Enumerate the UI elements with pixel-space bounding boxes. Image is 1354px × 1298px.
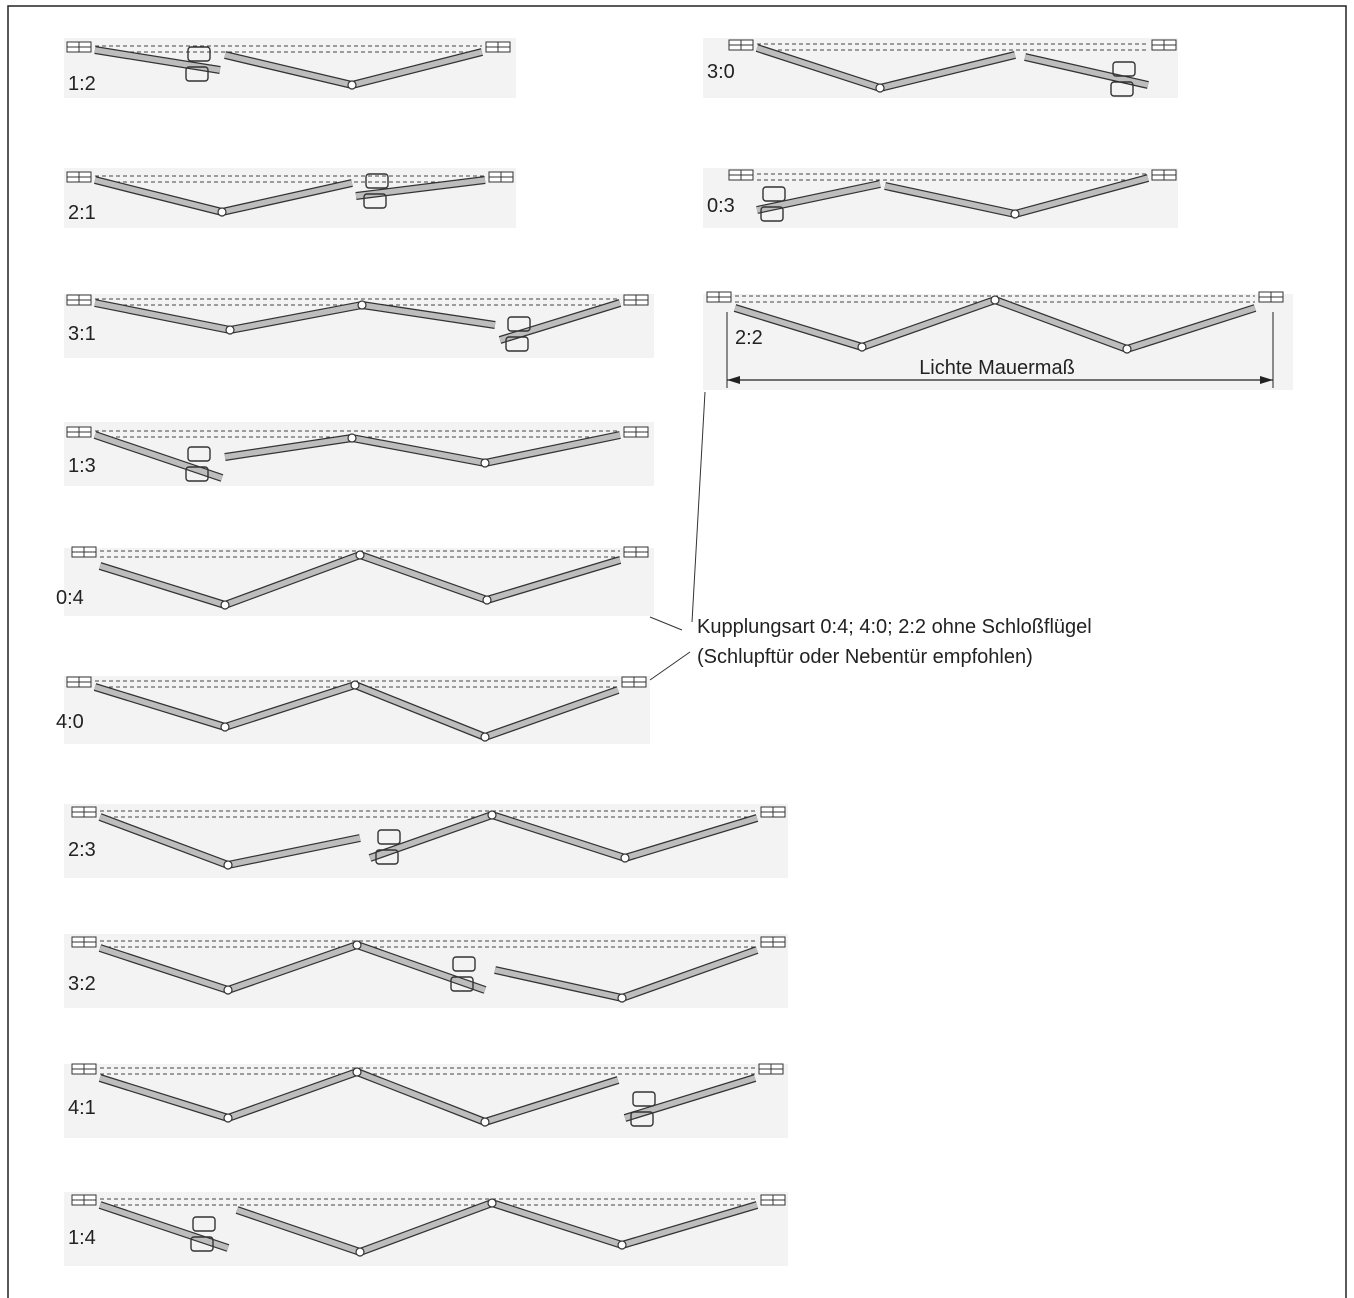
panel-label: 3:0 — [707, 61, 735, 83]
panel-label: 2:1 — [68, 202, 96, 224]
panel: 2:3 — [64, 804, 788, 878]
panel-label: 1:4 — [68, 1227, 96, 1249]
hinge — [1122, 344, 1132, 354]
hinge — [480, 458, 490, 468]
handle — [760, 206, 784, 222]
panel: 4:0 — [56, 676, 650, 744]
handle — [375, 849, 399, 865]
panel: 1:2 — [64, 38, 516, 98]
leaf — [499, 300, 621, 343]
handle — [187, 46, 211, 62]
hinge — [480, 1117, 490, 1127]
handle — [1112, 61, 1136, 77]
hinge — [857, 342, 867, 352]
hinge — [223, 985, 233, 995]
leaf — [99, 942, 486, 993]
handle — [187, 446, 211, 462]
note-text: (Schlupftür oder Nebentür empfohlen) — [697, 646, 1033, 668]
hinge — [220, 600, 230, 610]
leaf — [224, 432, 621, 466]
handle — [185, 466, 209, 482]
handle — [452, 956, 476, 972]
hinge — [352, 1067, 362, 1077]
panel-label: 2:2 — [735, 327, 763, 349]
hinge — [352, 940, 362, 950]
handle — [630, 1111, 654, 1127]
panel: 4:1 — [64, 1063, 788, 1138]
note-text: Kupplungsart 0:4; 4:0; 2:2 ohne Schloßfl… — [697, 616, 1092, 638]
hinge — [1010, 209, 1020, 219]
handle — [185, 66, 209, 82]
hinge — [347, 433, 357, 443]
hinge — [617, 1240, 627, 1250]
panel-label: 4:1 — [68, 1097, 96, 1119]
panel-label: 1:3 — [68, 455, 96, 477]
hinge — [355, 1247, 365, 1257]
hinge — [487, 810, 497, 820]
handle — [1110, 81, 1134, 97]
handle — [505, 336, 529, 352]
panel: 3:2 — [64, 934, 788, 1008]
hinge — [487, 1198, 497, 1208]
panel-label: 3:2 — [68, 973, 96, 995]
hinge — [875, 83, 885, 93]
handle — [192, 1216, 216, 1232]
dimension-label: Lichte Mauermaß — [919, 357, 1075, 379]
hinge — [482, 595, 492, 605]
panel: 3:0 — [703, 38, 1178, 98]
handle — [190, 1236, 214, 1252]
hinge — [617, 993, 627, 1003]
panel: 2:1 — [64, 168, 516, 228]
panel: 1:4 — [64, 1192, 788, 1266]
arrow-head — [727, 376, 740, 384]
leaf — [756, 181, 881, 213]
leaf — [99, 1202, 229, 1251]
hinge — [347, 80, 357, 90]
handle — [762, 186, 786, 202]
handle — [363, 193, 387, 209]
hinge — [225, 325, 235, 335]
hinge — [217, 207, 227, 217]
hinge — [357, 300, 367, 310]
panels: 1:2 3:0 2:1 0:3 3:1 2:2 1:3 0:4 4:0 2:3 3:2 4:1 1:4 — [56, 38, 1293, 1266]
panel: 0:3 — [703, 168, 1178, 228]
panel-label: 0:4 — [56, 587, 84, 609]
arrow-head — [1260, 376, 1273, 384]
hinge — [223, 1113, 233, 1123]
leader-line — [691, 391, 706, 623]
handle — [365, 173, 389, 189]
hinge — [223, 860, 233, 870]
panel-label: 2:3 — [68, 839, 96, 861]
handle — [450, 976, 474, 992]
panel-label: 1:2 — [68, 73, 96, 95]
leader-line — [649, 651, 691, 681]
leaf — [369, 812, 758, 861]
handle — [507, 316, 531, 332]
hinge — [990, 295, 1000, 305]
hinge — [355, 550, 365, 560]
panel: 0:4 — [56, 546, 654, 616]
leaf — [94, 300, 496, 333]
panel-label: 3:1 — [68, 323, 96, 345]
handle — [377, 829, 401, 845]
leaf — [94, 432, 223, 481]
panel: 2:2 — [703, 291, 1293, 390]
frame — [7, 5, 1347, 1298]
panel-background — [703, 38, 1178, 98]
handle — [632, 1091, 656, 1107]
hinge — [480, 732, 490, 742]
panel: 3:1 — [64, 294, 654, 358]
leader-line — [649, 616, 683, 631]
panel-label: 4:0 — [56, 711, 84, 733]
hinge — [220, 722, 230, 732]
hinge — [350, 680, 360, 690]
panel-label: 0:3 — [707, 195, 735, 217]
panel: 1:3 — [64, 422, 654, 486]
hinge — [620, 853, 630, 863]
leaf — [1024, 54, 1149, 88]
panel-background — [703, 294, 1293, 390]
